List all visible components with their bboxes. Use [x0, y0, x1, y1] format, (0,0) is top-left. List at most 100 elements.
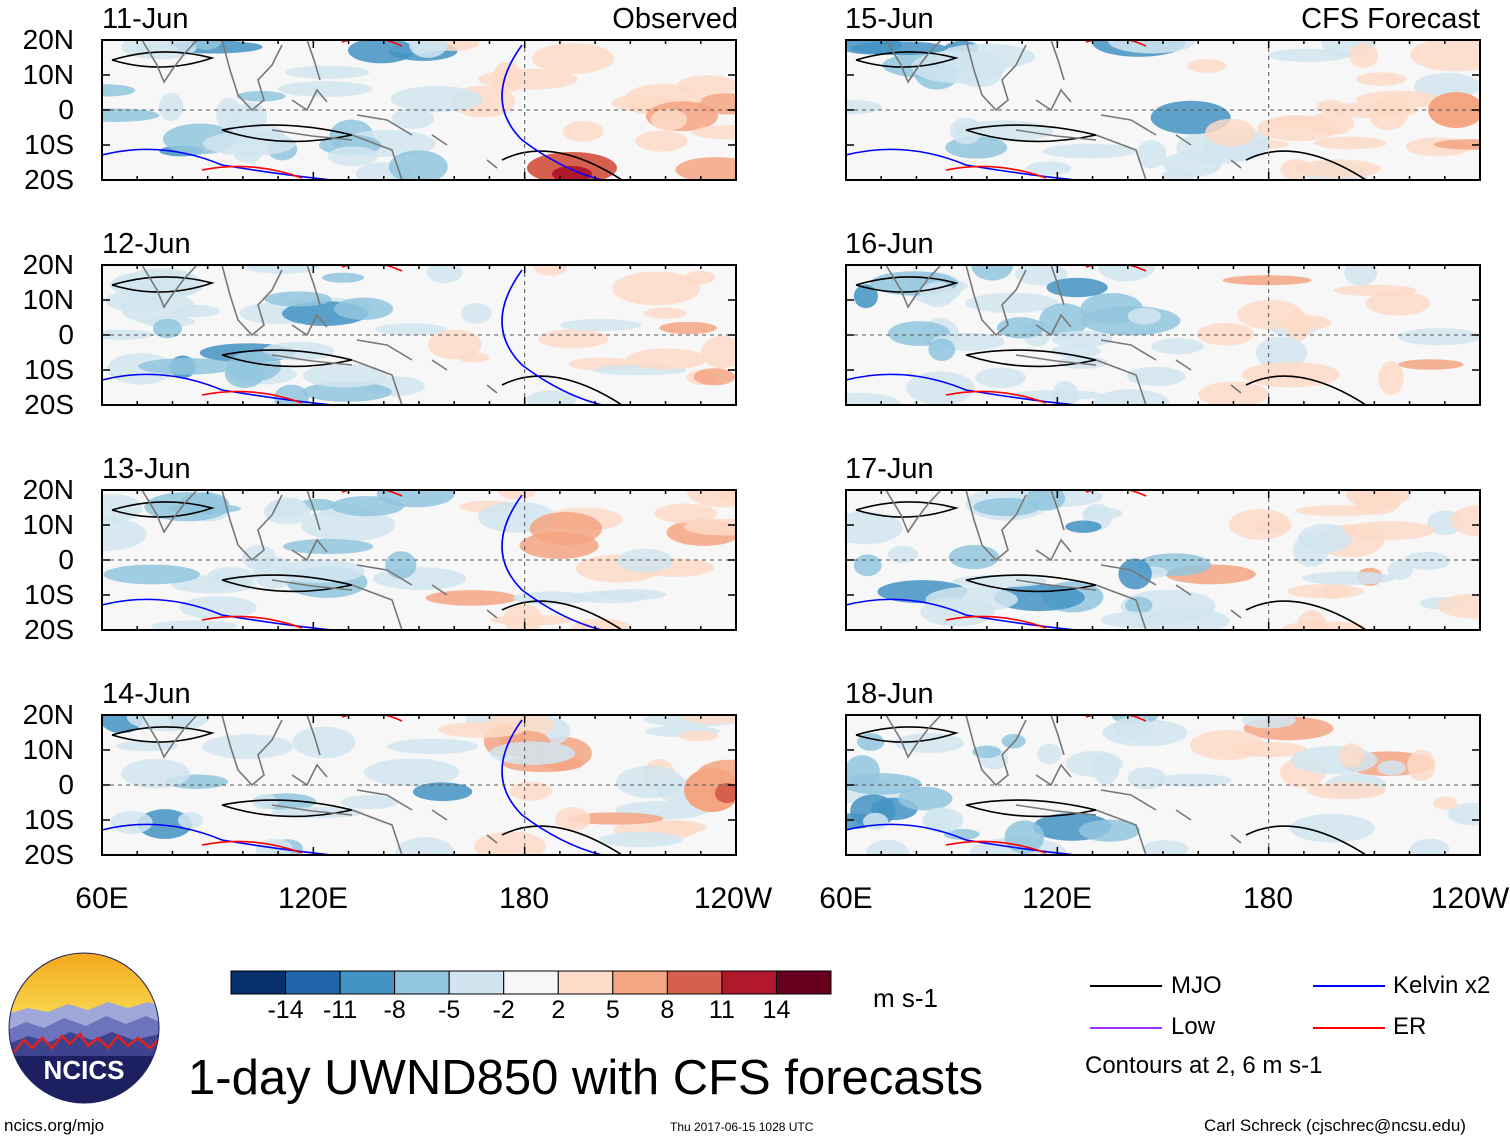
lon-tick-label: 120W: [1430, 882, 1510, 915]
legend-line-kelvin: [1313, 985, 1385, 987]
er-contour: [201, 840, 303, 854]
figure-title: 1-day UWND850 with CFS forecasts: [188, 1051, 984, 1105]
map-panel-13-Jun: [101, 489, 737, 631]
lat-tick-label: 10S: [24, 804, 74, 835]
er-contour: [945, 390, 1047, 404]
map-panel-12-Jun: [101, 264, 737, 406]
coastline: [141, 265, 498, 405]
lat-tick-label: 10N: [22, 509, 74, 540]
lon-tick-label: 120W: [693, 882, 773, 915]
lat-tick-label: 20S: [24, 839, 74, 870]
mjo-contour: [1245, 600, 1367, 630]
map-panel-16-Jun: [845, 264, 1481, 406]
lat-tick-label: 10S: [24, 129, 74, 160]
lon-tick-label: 180: [1242, 882, 1294, 915]
wind-anomaly-field: [102, 40, 736, 180]
colorbar-label: 5: [605, 996, 620, 1024]
observed-column-label: Observed: [612, 3, 738, 35]
kelvin-contour: [501, 494, 603, 630]
lat-tick-label: 0: [58, 319, 74, 350]
er-contour: [201, 390, 303, 404]
mjo-contour: [855, 276, 959, 293]
lat-tick-label: 20S: [24, 164, 74, 195]
colorbar-label: -5: [438, 996, 461, 1024]
lat-tick-label: 20S: [24, 614, 74, 645]
mjo-contour: [111, 51, 215, 68]
er-contour: [945, 615, 1047, 629]
colorbar-label: -11: [322, 996, 358, 1024]
colorbar-label: -2: [492, 996, 515, 1024]
mjo-contour: [855, 501, 959, 518]
mjo-contour: [855, 51, 959, 68]
coastline: [141, 715, 498, 855]
colorbar-label: 8: [660, 996, 675, 1024]
panel-date-label: 18-Jun: [845, 678, 934, 710]
wind-anomaly-field: [846, 40, 1480, 180]
legend-label-mjo: MJO: [1171, 972, 1222, 999]
coastline: [885, 715, 1242, 855]
lat-tick-label: 10N: [22, 734, 74, 765]
lat-tick-label: 10S: [24, 354, 74, 385]
colorbar-swatch: [503, 970, 559, 995]
panel-date-label: 12-Jun: [102, 228, 191, 260]
kelvin-contour: [501, 44, 603, 180]
mjo-contour: [111, 501, 215, 518]
colorbar-swatch: [721, 970, 777, 995]
coastline: [885, 265, 1242, 405]
map-panel-15-Jun: [845, 39, 1481, 181]
logo-text: NCICS: [43, 1055, 125, 1085]
lat-tick-label: 0: [58, 544, 74, 575]
colorbar-label: 11: [708, 996, 735, 1024]
contour-note: Contours at 2, 6 m s-1: [1085, 1052, 1323, 1079]
colorbar-swatch: [394, 970, 450, 995]
colorbar-label: 2: [551, 996, 566, 1024]
mjo-contour: [111, 726, 215, 743]
coastline: [885, 40, 1242, 180]
legend-label-er: ER: [1393, 1013, 1427, 1040]
legend-line-er: [1313, 1027, 1385, 1029]
footer-url: ncics.org/mjo: [4, 1116, 105, 1135]
lon-tick-label: 120E: [1021, 882, 1093, 915]
wind-anomaly-field: [102, 715, 736, 855]
lon-tick-label: 180: [498, 882, 550, 915]
coastline: [141, 490, 498, 630]
lon-tick-label: 120E: [277, 882, 349, 915]
panel-date-label: 15-Jun: [845, 3, 934, 35]
colorbar-swatch: [285, 970, 341, 995]
mjo-contour: [501, 600, 623, 630]
mjo-contour: [1245, 150, 1367, 180]
lat-tick-label: 10N: [22, 284, 74, 315]
kelvin-contour: [501, 719, 603, 855]
er-contour: [201, 615, 303, 629]
panel-date-label: 16-Jun: [845, 228, 934, 260]
panel-date-label: 13-Jun: [102, 453, 191, 485]
mjo-contour: [501, 375, 623, 405]
mjo-contour: [1245, 825, 1367, 855]
legend-label-low: Low: [1171, 1013, 1216, 1040]
lat-tick-label: 20N: [22, 24, 74, 55]
footer-author: Carl Schreck (cjschrec@ncsu.edu): [1204, 1116, 1466, 1135]
map-panel-17-Jun: [845, 489, 1481, 631]
kelvin-contour: [501, 269, 603, 405]
lat-tick-label: 20S: [24, 389, 74, 420]
er-contour: [945, 840, 1047, 854]
map-panel-11-Jun: [101, 39, 737, 181]
legend-label-kelvin: Kelvin x2: [1393, 972, 1491, 999]
lat-tick-label: 10N: [22, 59, 74, 90]
map-panel-14-Jun: [101, 714, 737, 856]
mjo-contour: [855, 726, 959, 743]
mjo-contour: [501, 150, 623, 180]
map-panel-18-Jun: [845, 714, 1481, 856]
colorbar-label: -14: [267, 996, 304, 1024]
mjo-contour: [501, 825, 623, 855]
lat-tick-label: 0: [58, 94, 74, 125]
logo-globe-icon: [8, 952, 160, 1104]
legend-line-low: [1090, 1027, 1162, 1029]
forecast-column-label: CFS Forecast: [1301, 3, 1480, 35]
lon-tick-label: 60E: [819, 882, 873, 915]
coastline: [141, 40, 498, 180]
lat-tick-label: 0: [58, 769, 74, 800]
colorbar-swatch: [448, 970, 505, 995]
wind-anomaly-field: [102, 265, 736, 405]
